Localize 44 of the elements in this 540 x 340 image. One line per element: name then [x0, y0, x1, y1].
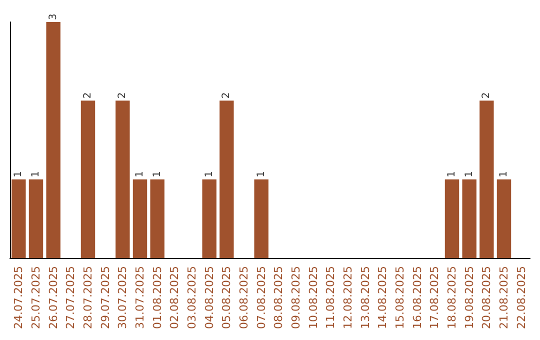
x-tick-label: 28.07.2025	[82, 266, 94, 330]
x-tick-label: 20.08.2025	[480, 266, 494, 330]
data-label: 1	[204, 170, 215, 178]
data-label: 1	[446, 170, 458, 178]
x-tick-label: 09.08.2025	[290, 266, 302, 330]
data-label: 2	[221, 92, 232, 99]
x-tick-label: 18.08.2025	[446, 266, 458, 330]
x-tick-label: 03.08.2025	[186, 266, 198, 330]
x-tick-label: 27.07.2025	[64, 266, 78, 330]
x-tick-label: 07.08.2025	[254, 266, 268, 330]
x-tick-label: 14.08.2025	[376, 266, 390, 330]
x-tick-label: 24.07.2025	[12, 266, 26, 330]
x-tick-label: 02.08.2025	[168, 266, 182, 330]
x-tick-label: 31.07.2025	[134, 266, 146, 330]
x-tick-label: 10.08.2025	[306, 266, 320, 330]
data-label: 3	[48, 14, 59, 20]
x-tick-label: 16.08.2025	[410, 266, 424, 330]
data-label: 1	[498, 170, 510, 178]
x-tick-label: 01.08.2025	[150, 266, 164, 330]
x-tick-label: 08.08.2025	[272, 266, 286, 330]
x-tick-label: 06.08.2025	[238, 266, 250, 330]
data-label: 1	[256, 170, 267, 178]
x-tick-label: 13.08.2025	[358, 266, 372, 330]
data-label: 1	[464, 170, 475, 178]
x-tick-label: 04.08.2025	[202, 266, 216, 330]
data-label: 1	[30, 170, 42, 178]
x-tick-label: 05.08.2025	[220, 266, 234, 330]
x-tick-label: 11.08.2025	[324, 266, 338, 330]
data-label: 2	[82, 92, 94, 99]
x-tick-label: 30.07.2025	[116, 266, 130, 330]
x-tick-label: 21.08.2025	[498, 266, 510, 330]
data-label: 1	[152, 170, 163, 178]
x-tick-label: 29.07.2025	[98, 266, 112, 330]
x-tick-label: 15.08.2025	[394, 266, 406, 330]
data-label: 2	[117, 92, 128, 99]
x-tick-label: 17.08.2025	[428, 266, 442, 330]
data-label: 2	[481, 92, 492, 99]
x-tick-label: 25.07.2025	[30, 266, 42, 330]
x-tick-label: 26.07.2025	[46, 266, 60, 330]
x-tick-label: 19.08.2025	[462, 266, 476, 330]
data-label: 1	[13, 170, 24, 178]
x-tick-label: 22.08.2025	[514, 266, 528, 330]
data-label: 1	[134, 170, 146, 178]
x-tick-label: 12.08.2025	[342, 266, 354, 330]
